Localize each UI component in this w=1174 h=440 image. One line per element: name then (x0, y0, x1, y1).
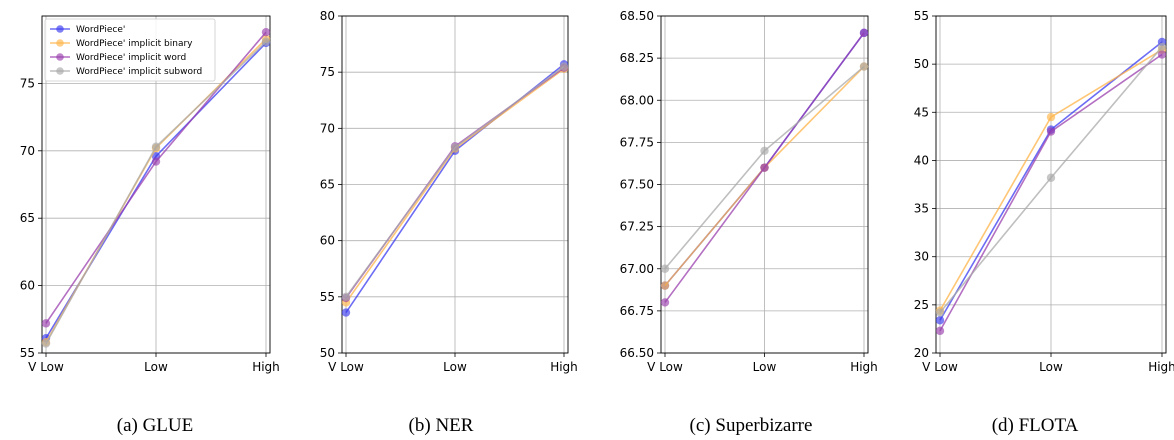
x-tick-label: Low (753, 360, 777, 374)
plot-frame (660, 15, 869, 354)
data-point (1157, 50, 1167, 59)
x-tick-label: V Low (922, 360, 958, 374)
legend-entry: WordPiece' implicit word (76, 53, 186, 63)
chart-caption: (d) FLOTA (992, 415, 1079, 436)
data-point (559, 62, 569, 71)
data-point (261, 27, 271, 37)
data-point (760, 163, 769, 172)
plot-frame (935, 15, 1167, 354)
data-point (660, 264, 670, 273)
y-tick-label: 67.75 (620, 135, 654, 149)
y-tick-label: 50 (320, 346, 335, 360)
y-tick-label: 55 (320, 290, 335, 304)
y-tick-label: 66.75 (620, 304, 654, 318)
chart-panel-3: 66.50 66.75 67.00 67.25 67.50 67.75 68.00 68.25… (620, 9, 878, 436)
data-point (935, 308, 945, 317)
data-point (660, 281, 670, 290)
x-tick-label: High (1148, 360, 1174, 374)
plot-frame (41, 15, 271, 354)
x-tick-label: Low (144, 360, 168, 374)
y-tick-label: 65 (320, 178, 335, 192)
data-point (341, 308, 351, 317)
data-point (41, 319, 51, 328)
y-tick-label: 80 (320, 9, 335, 23)
y-tick-label: 67.25 (620, 220, 654, 234)
data-point (935, 326, 945, 336)
x-tick-label: Low (1039, 360, 1063, 374)
x-tick-label: V Low (28, 360, 64, 374)
x-tick-label: V Low (647, 360, 683, 374)
legend-entry: WordPiece' implicit binary (76, 39, 193, 49)
y-tick-label: 70 (20, 144, 35, 158)
legend-swatch-marker (56, 53, 64, 61)
data-point (261, 37, 271, 46)
legend-entry: WordPiece' implicit subword (76, 67, 202, 77)
x-tick-label: High (550, 360, 578, 374)
y-tick-label: 68.25 (620, 51, 654, 65)
data-point (151, 157, 161, 166)
data-point (1046, 127, 1056, 136)
y-tick-label: 25 (914, 298, 929, 312)
data-point (935, 316, 945, 325)
data-point (41, 339, 51, 348)
legend: WordPiece' WordPiece' implicit binary Word… (44, 18, 216, 82)
data-point (859, 28, 869, 38)
x-tick-label: High (252, 360, 280, 374)
y-tick-label: 55 (20, 346, 35, 360)
y-tick-label: 55 (914, 9, 929, 23)
data-point (1157, 42, 1167, 52)
legend-entry: WordPiece' (76, 25, 125, 35)
legend-box (44, 18, 216, 82)
y-tick-label: 30 (914, 250, 929, 264)
y-tick-label: 68.50 (620, 9, 654, 23)
y-tick-label: 75 (20, 76, 35, 90)
legend-swatch-marker (56, 67, 64, 75)
data-point (450, 143, 460, 152)
y-tick-label: 67.50 (620, 178, 654, 192)
chart-caption: (b) NER (409, 415, 474, 436)
x-tick-label: V Low (328, 360, 364, 374)
y-tick-label: 35 (914, 202, 929, 216)
legend-swatch-marker (56, 25, 64, 33)
x-tick-label: Low (443, 360, 467, 374)
chart-panel-4: 20 25 30 35 40 45 50 55 V Low Low High (d) FLOTA (914, 9, 1174, 436)
data-point (760, 146, 769, 155)
x-tick-label: High (850, 360, 878, 374)
y-tick-label: 40 (914, 153, 929, 167)
data-point (151, 142, 161, 151)
y-tick-label: 67.00 (620, 262, 654, 276)
y-tick-label: 75 (320, 65, 335, 79)
data-point (341, 292, 351, 302)
y-tick-label: 65 (20, 211, 35, 225)
chart-caption: (c) Superbizarre (690, 415, 813, 436)
data-point (859, 62, 869, 71)
legend-swatch-marker (56, 39, 64, 47)
y-tick-label: 20 (914, 346, 929, 360)
y-tick-label: 45 (914, 105, 929, 119)
y-tick-label: 70 (320, 121, 335, 135)
chart-panel-2: 50 55 60 65 70 75 80 V Low Low High (b) NER (320, 9, 578, 436)
y-tick-label: 68.00 (620, 93, 654, 107)
data-point (1046, 112, 1056, 122)
chart-panel-1: 55 60 65 70 75 V Low Low High (a) GLUE WordPiece'… (20, 15, 280, 436)
y-tick-label: 60 (320, 234, 335, 248)
y-tick-label: 60 (20, 279, 35, 293)
y-tick-label: 50 (914, 57, 929, 71)
data-point (1046, 173, 1056, 182)
chart-caption: (a) GLUE (117, 415, 194, 436)
data-point (660, 298, 670, 307)
plot-frame (341, 15, 569, 354)
y-tick-label: 66.50 (620, 346, 654, 360)
